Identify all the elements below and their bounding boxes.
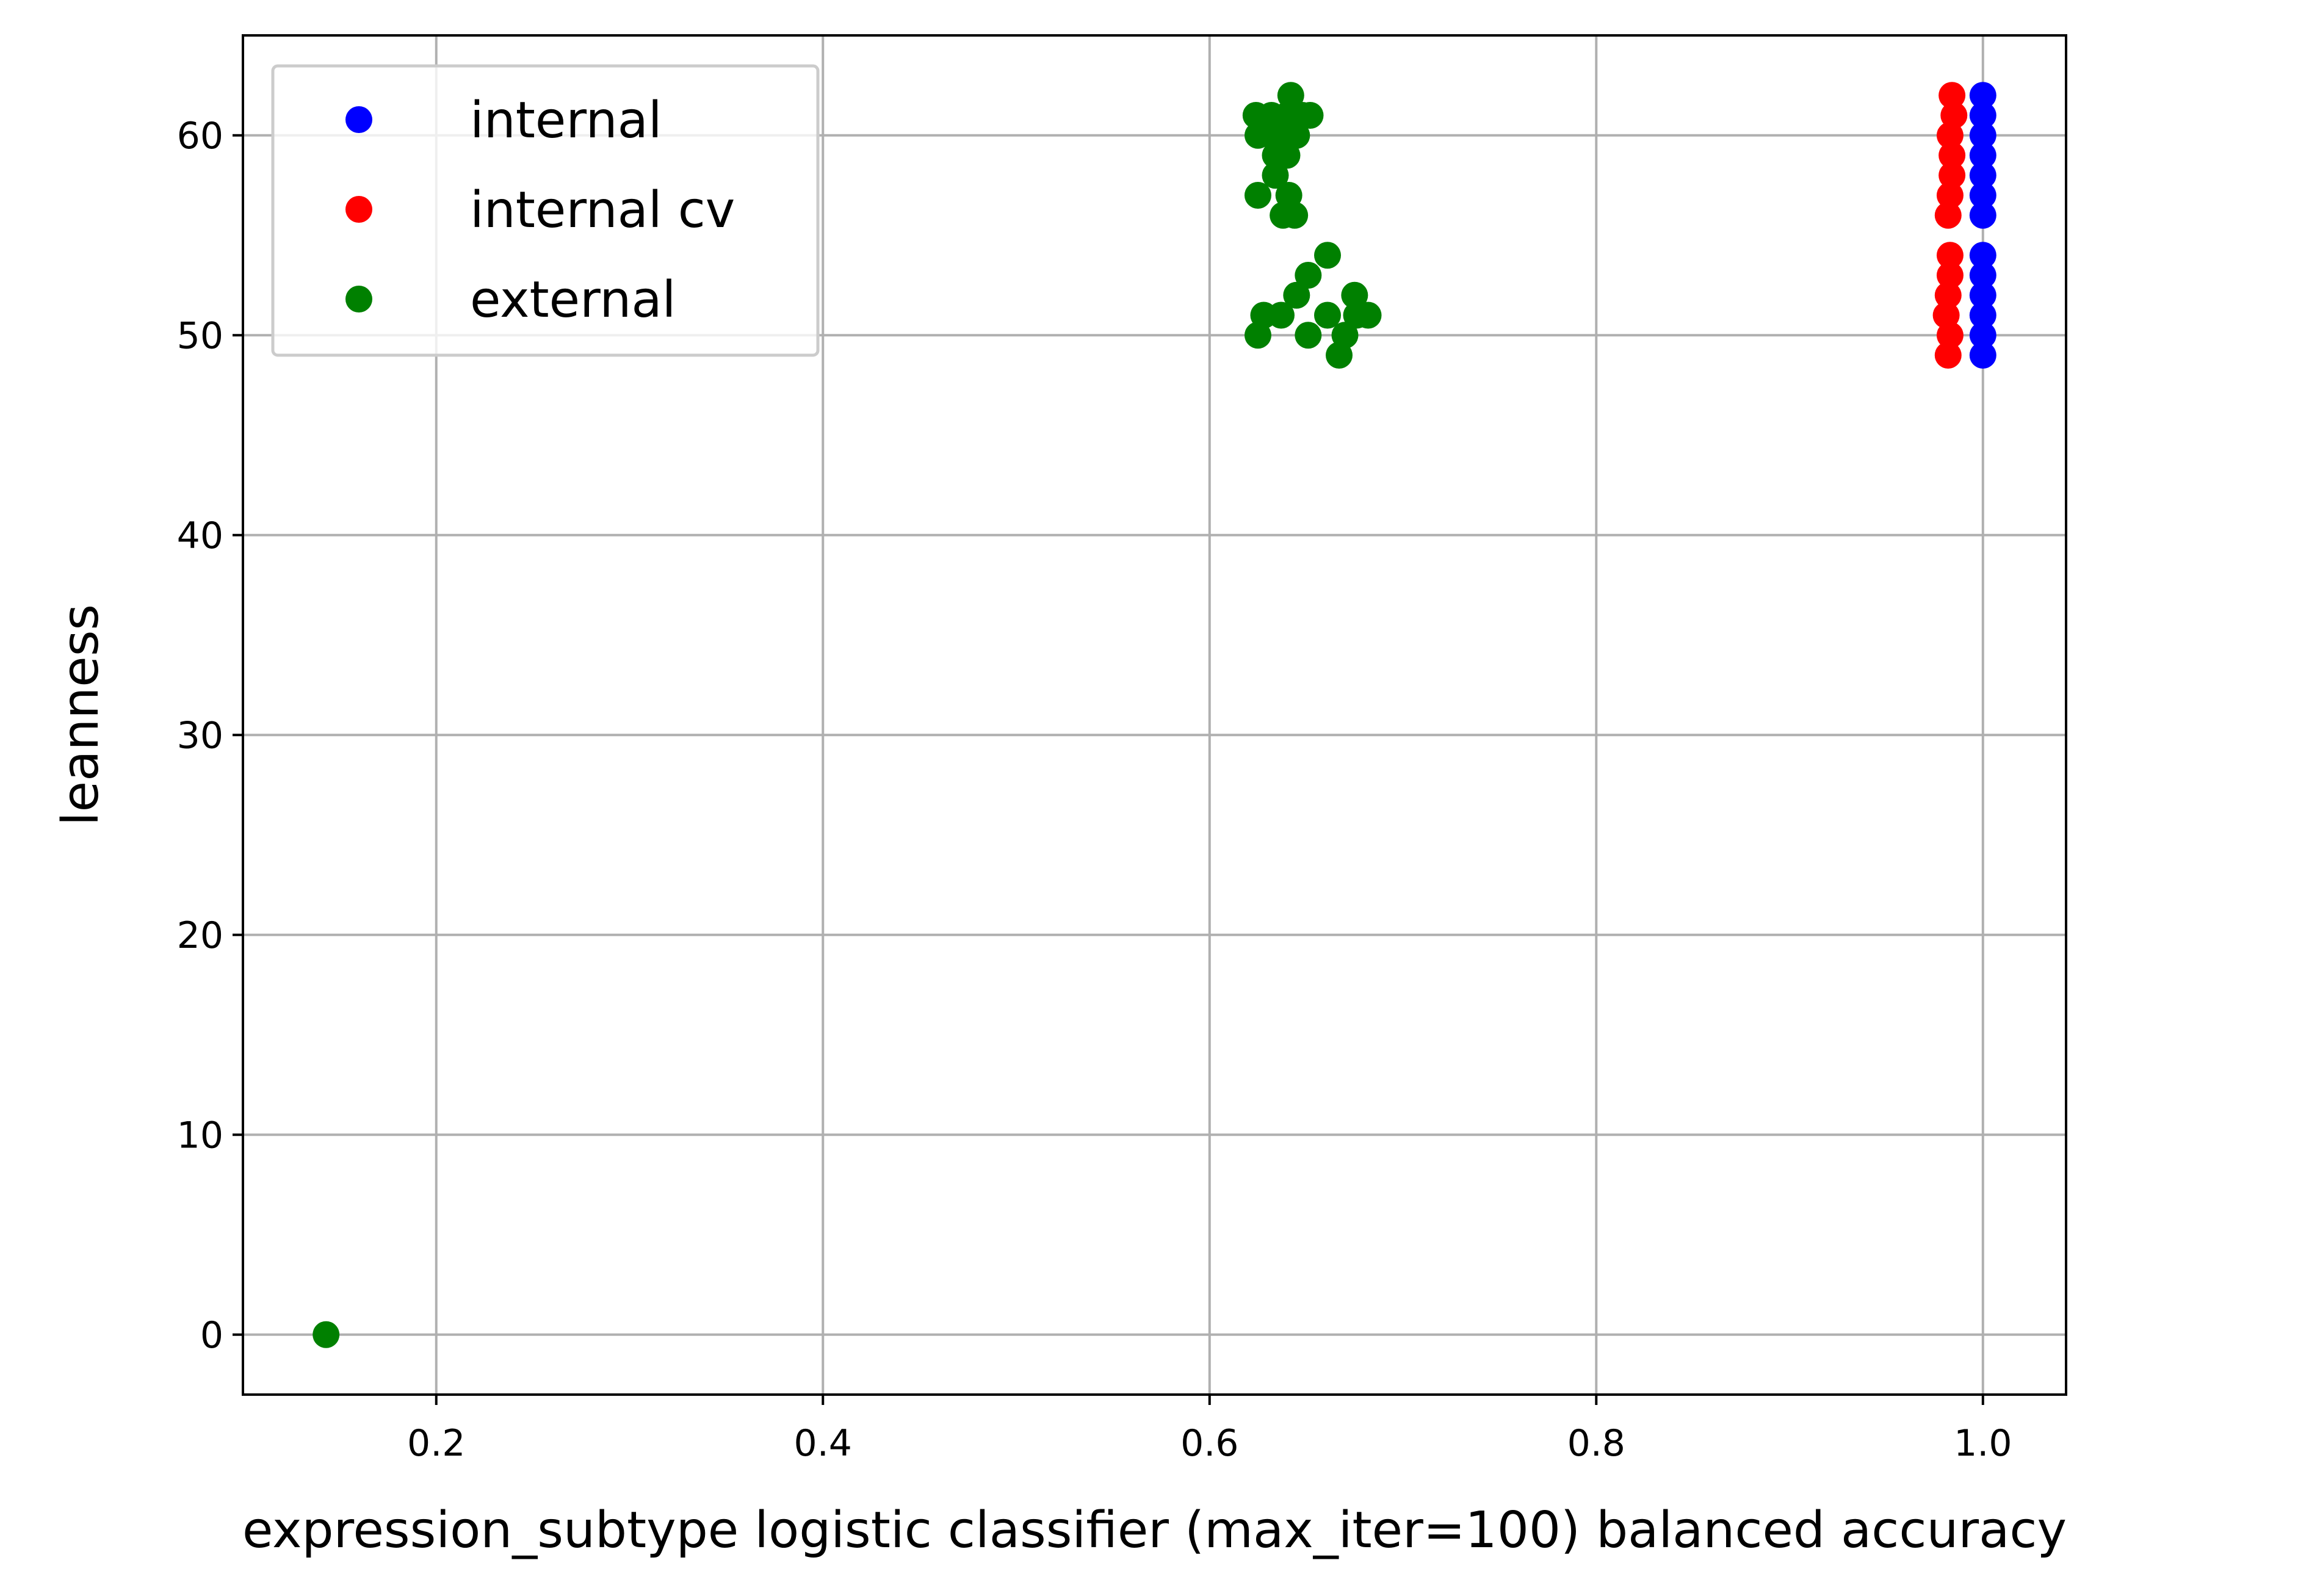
- data-point: [1934, 281, 1962, 309]
- data-point: [1295, 322, 1322, 349]
- data-point: [1244, 182, 1271, 209]
- data-point: [1283, 281, 1310, 309]
- data-point: [1938, 142, 1966, 169]
- x-tick-label: 0.4: [794, 1422, 852, 1465]
- data-point: [1934, 342, 1962, 369]
- series-external: [313, 82, 1382, 1348]
- legend-label: internal cv: [470, 181, 735, 239]
- y-tick-label: 20: [177, 914, 223, 957]
- data-point: [1313, 242, 1341, 269]
- data-point: [1969, 201, 1996, 229]
- x-tick-label: 0.8: [1567, 1422, 1625, 1465]
- plot-frame: [242, 34, 2067, 1396]
- data-point: [1969, 342, 1996, 369]
- x-tick-label: 0.2: [407, 1422, 465, 1465]
- data-point: [1969, 102, 1996, 129]
- data-point: [1934, 201, 1962, 229]
- data-point: [1936, 121, 1964, 149]
- legend-label: internal: [470, 92, 662, 150]
- data-point: [1936, 182, 1964, 209]
- series-internal: [1969, 82, 1996, 369]
- data-point: [1281, 201, 1309, 229]
- legend-marker: [345, 106, 372, 133]
- data-point: [1267, 302, 1295, 329]
- x-tick-label: 1.0: [1954, 1422, 2012, 1465]
- y-tick-label: 10: [177, 1114, 223, 1157]
- data-point: [1969, 262, 1996, 289]
- grid-lines: [243, 35, 2066, 1395]
- data-point: [1262, 162, 1289, 189]
- axis-ticks: 0.2 0.4 0.6 0.8 1.0 0 10 20 30 40 50 60: [177, 115, 2012, 1465]
- data-point: [1969, 281, 1996, 309]
- y-axis-label: leanness: [52, 604, 110, 826]
- y-tick-label: 0: [200, 1314, 223, 1357]
- data-point: [1938, 82, 1966, 109]
- data-point: [1277, 82, 1304, 109]
- data-point: [1295, 262, 1322, 289]
- data-point: [1273, 142, 1301, 169]
- data-point: [1969, 82, 1996, 109]
- data-point: [1936, 322, 1964, 349]
- y-tick-label: 30: [177, 714, 223, 757]
- data-point: [1969, 121, 1996, 149]
- data-point: [1969, 182, 1996, 209]
- legend-marker: [345, 196, 372, 223]
- y-tick-label: 60: [177, 115, 223, 157]
- legend-label: external: [470, 271, 676, 329]
- data-point: [1969, 142, 1996, 169]
- data-point: [1354, 302, 1382, 329]
- data-point: [1936, 242, 1964, 269]
- data-point: [1341, 281, 1368, 309]
- data-point: [1296, 102, 1324, 129]
- legend: internal internal cv external: [271, 64, 820, 357]
- legend-box: [271, 64, 820, 357]
- data-point: [1969, 302, 1996, 329]
- legend-marker: [345, 286, 372, 312]
- data-point: [1932, 302, 1960, 329]
- data-point: [1940, 102, 1968, 129]
- data-point: [1331, 322, 1359, 349]
- x-tick-label: 0.6: [1180, 1422, 1238, 1465]
- data-point: [1938, 162, 1966, 189]
- series-internal-cv: [1932, 82, 1968, 369]
- y-tick-label: 40: [177, 515, 223, 557]
- data-point: [1969, 242, 1996, 269]
- data-point: [1969, 162, 1996, 189]
- data-point: [1313, 302, 1341, 329]
- data-point: [1936, 262, 1964, 289]
- data-point: [1969, 322, 1996, 349]
- y-tick-label: 50: [177, 314, 223, 357]
- data-points: [313, 82, 1996, 1348]
- data-point: [313, 1321, 340, 1348]
- x-axis-label: expression_subtype logistic classifier (…: [242, 1501, 2067, 1559]
